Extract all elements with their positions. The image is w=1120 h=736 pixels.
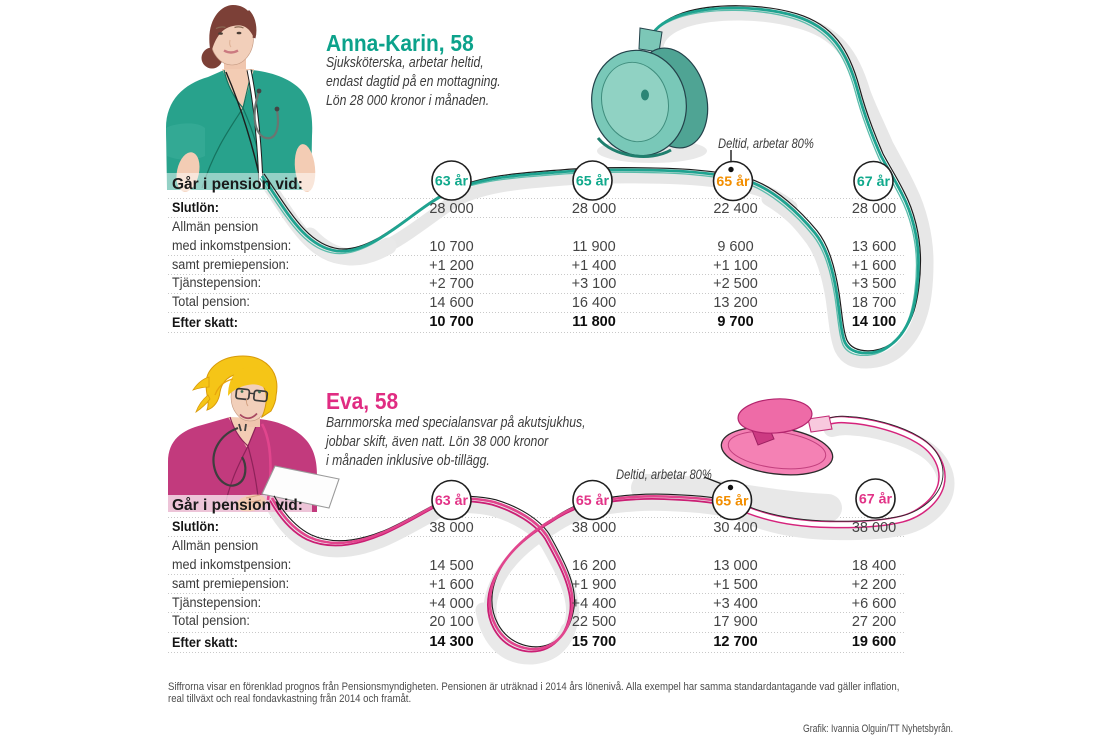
svg-text:67 år: 67 år — [857, 174, 891, 190]
svg-text:65 år: 65 år — [715, 494, 749, 510]
svg-text:63 år: 63 år — [435, 174, 469, 190]
svg-text:65 år: 65 år — [576, 174, 610, 190]
svg-text:63 år: 63 år — [435, 493, 469, 509]
svg-text:65 år: 65 år — [576, 493, 610, 509]
svg-text:67 år: 67 år — [859, 492, 893, 508]
svg-text:65 år: 65 år — [716, 174, 750, 190]
